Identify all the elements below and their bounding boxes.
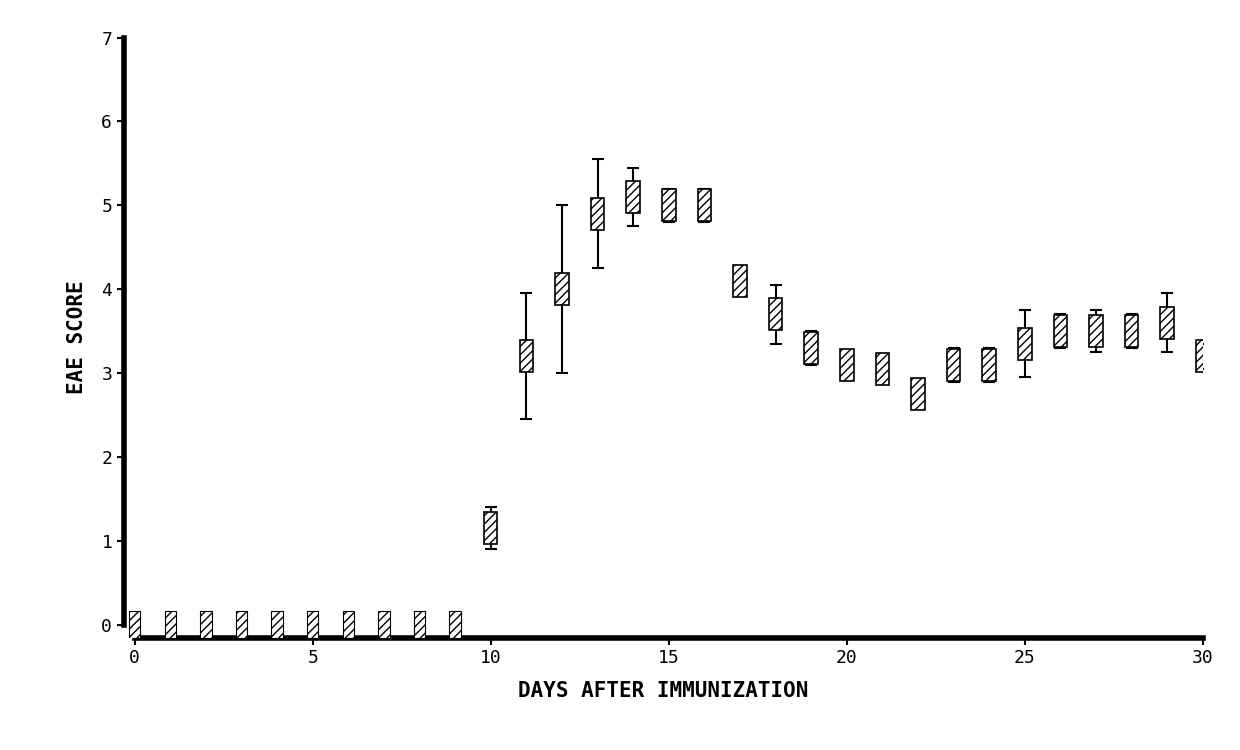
Bar: [1089, 315, 1102, 347]
Bar: [1125, 315, 1138, 347]
Bar: [982, 349, 996, 381]
Bar: [414, 611, 425, 638]
Bar: [200, 611, 212, 638]
Bar: [129, 611, 140, 638]
Bar: [342, 611, 353, 638]
Bar: [1161, 307, 1174, 339]
Bar: [1054, 315, 1068, 347]
Bar: [449, 611, 461, 638]
Bar: [590, 198, 604, 230]
Bar: [236, 611, 247, 638]
Bar: [378, 611, 389, 638]
Bar: [947, 349, 960, 381]
Bar: [805, 332, 818, 364]
Bar: [875, 353, 889, 385]
Bar: [769, 298, 782, 330]
Bar: [662, 190, 676, 221]
Bar: [1197, 340, 1209, 372]
Bar: [1018, 328, 1032, 360]
Bar: [165, 611, 176, 638]
Bar: [556, 273, 569, 305]
Bar: [308, 611, 319, 638]
Bar: [520, 340, 533, 372]
Bar: [626, 181, 640, 213]
Bar: [272, 611, 283, 638]
Y-axis label: EAE SCORE: EAE SCORE: [67, 280, 88, 394]
Bar: [839, 349, 853, 381]
Bar: [698, 190, 711, 221]
Bar: [484, 512, 497, 544]
Bar: [911, 378, 925, 410]
X-axis label: DAYS AFTER IMMUNIZATION: DAYS AFTER IMMUNIZATION: [518, 681, 808, 701]
Bar: [733, 265, 746, 297]
